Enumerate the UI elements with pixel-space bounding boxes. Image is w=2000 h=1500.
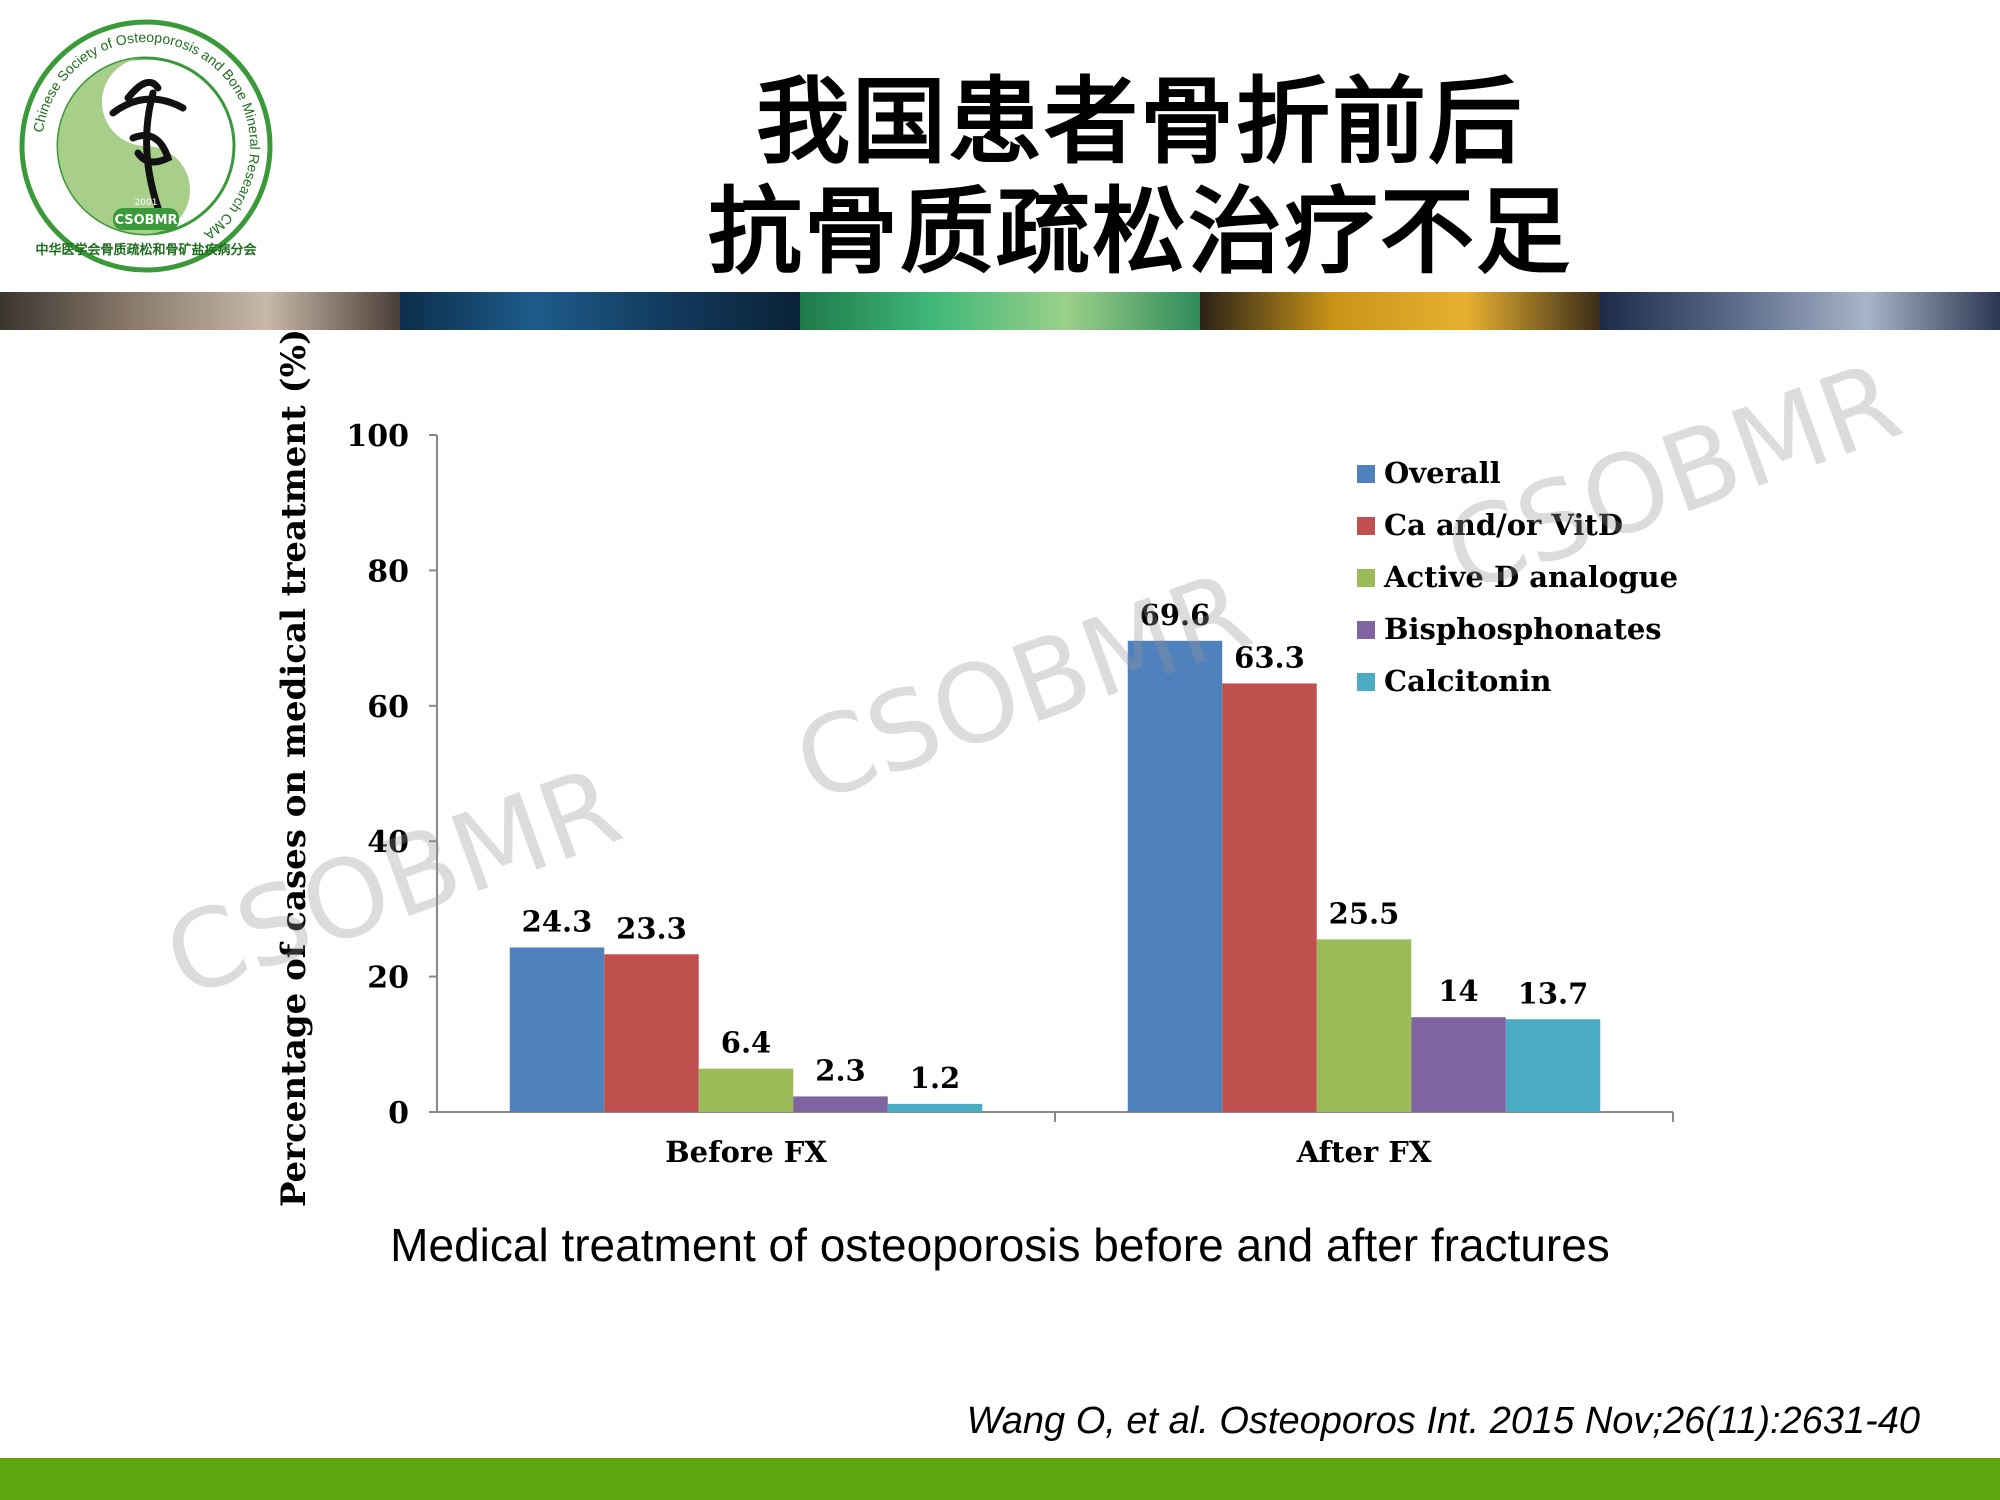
slide-title: 我国患者骨折前后 抗骨质疏松治疗不足 bbox=[640, 68, 1640, 288]
legend-label: Active D analogue bbox=[1383, 560, 1678, 594]
y-tick-label: 20 bbox=[367, 961, 409, 996]
legend-swatch bbox=[1357, 569, 1375, 587]
legend-swatch bbox=[1357, 621, 1375, 639]
legend-swatch bbox=[1357, 465, 1375, 483]
x-category-label: After FX bbox=[1296, 1135, 1432, 1169]
legend-label: Overall bbox=[1384, 456, 1501, 490]
bar-value-label: 23.3 bbox=[616, 911, 687, 945]
csobmr-logo: Chinese Society of Osteoporosis and Bone… bbox=[19, 19, 273, 273]
bar bbox=[1505, 1019, 1601, 1112]
logo-badge: CSOBMR bbox=[114, 213, 177, 228]
bar-value-label: 69.6 bbox=[1140, 598, 1211, 632]
bar-value-label: 25.5 bbox=[1329, 896, 1400, 930]
bar-value-label: 24.3 bbox=[522, 904, 593, 938]
bar-value-label: 63.3 bbox=[1234, 640, 1305, 674]
bar-value-label: 2.3 bbox=[815, 1053, 865, 1087]
y-tick-label: 0 bbox=[388, 1096, 409, 1131]
title-line-1: 我国患者骨折前后 bbox=[755, 68, 1524, 177]
legend-swatch bbox=[1357, 517, 1375, 535]
bar-value-label: 13.7 bbox=[1518, 976, 1589, 1010]
banner-photo-circuit bbox=[400, 292, 800, 330]
bar bbox=[1127, 640, 1223, 1112]
bar-value-label: 14 bbox=[1438, 974, 1478, 1008]
banner-photo-green-device bbox=[800, 292, 1200, 330]
legend-label: Bisphosphonates bbox=[1384, 612, 1662, 646]
bar bbox=[698, 1068, 794, 1112]
banner-photo-keyboard bbox=[1600, 292, 2000, 330]
bar bbox=[887, 1103, 983, 1112]
y-tick-label: 60 bbox=[367, 690, 409, 725]
bottom-color-bar bbox=[0, 1458, 2000, 1500]
photo-banner bbox=[0, 292, 2000, 330]
banner-photo-gears bbox=[1200, 292, 1600, 330]
citation: Wang O, et al. Osteoporos Int. 2015 Nov;… bbox=[966, 1400, 1920, 1442]
y-tick-label: 80 bbox=[367, 554, 409, 589]
title-line-2: 抗骨质疏松治疗不足 bbox=[707, 178, 1572, 287]
bar bbox=[604, 954, 699, 1112]
logo-chinese-text: 中华医学会骨质疏松和骨矿盐疾病分会 bbox=[35, 242, 257, 258]
banner-photo-lab bbox=[0, 292, 400, 330]
legend-label: Ca and/or VitD bbox=[1384, 508, 1623, 542]
y-axis-label: Percentage of cases on medical treatment… bbox=[274, 329, 314, 1207]
bar-value-label: 6.4 bbox=[721, 1026, 771, 1060]
legend-swatch bbox=[1357, 673, 1375, 691]
bone-character-icon bbox=[109, 78, 187, 212]
x-category-label: Before FX bbox=[665, 1135, 827, 1169]
chart-caption: Medical treatment of osteoporosis before… bbox=[390, 1219, 1610, 1271]
bar bbox=[793, 1096, 888, 1112]
y-tick-label: 40 bbox=[367, 825, 409, 860]
bar bbox=[1316, 939, 1412, 1112]
bar bbox=[1222, 683, 1317, 1112]
legend-label: Calcitonin bbox=[1384, 664, 1552, 698]
bar-value-label: 1.2 bbox=[910, 1061, 960, 1095]
bar bbox=[509, 947, 605, 1112]
y-tick-label: 100 bbox=[346, 419, 409, 454]
logo-year: 2001 bbox=[135, 198, 158, 208]
bar bbox=[1411, 1017, 1506, 1112]
